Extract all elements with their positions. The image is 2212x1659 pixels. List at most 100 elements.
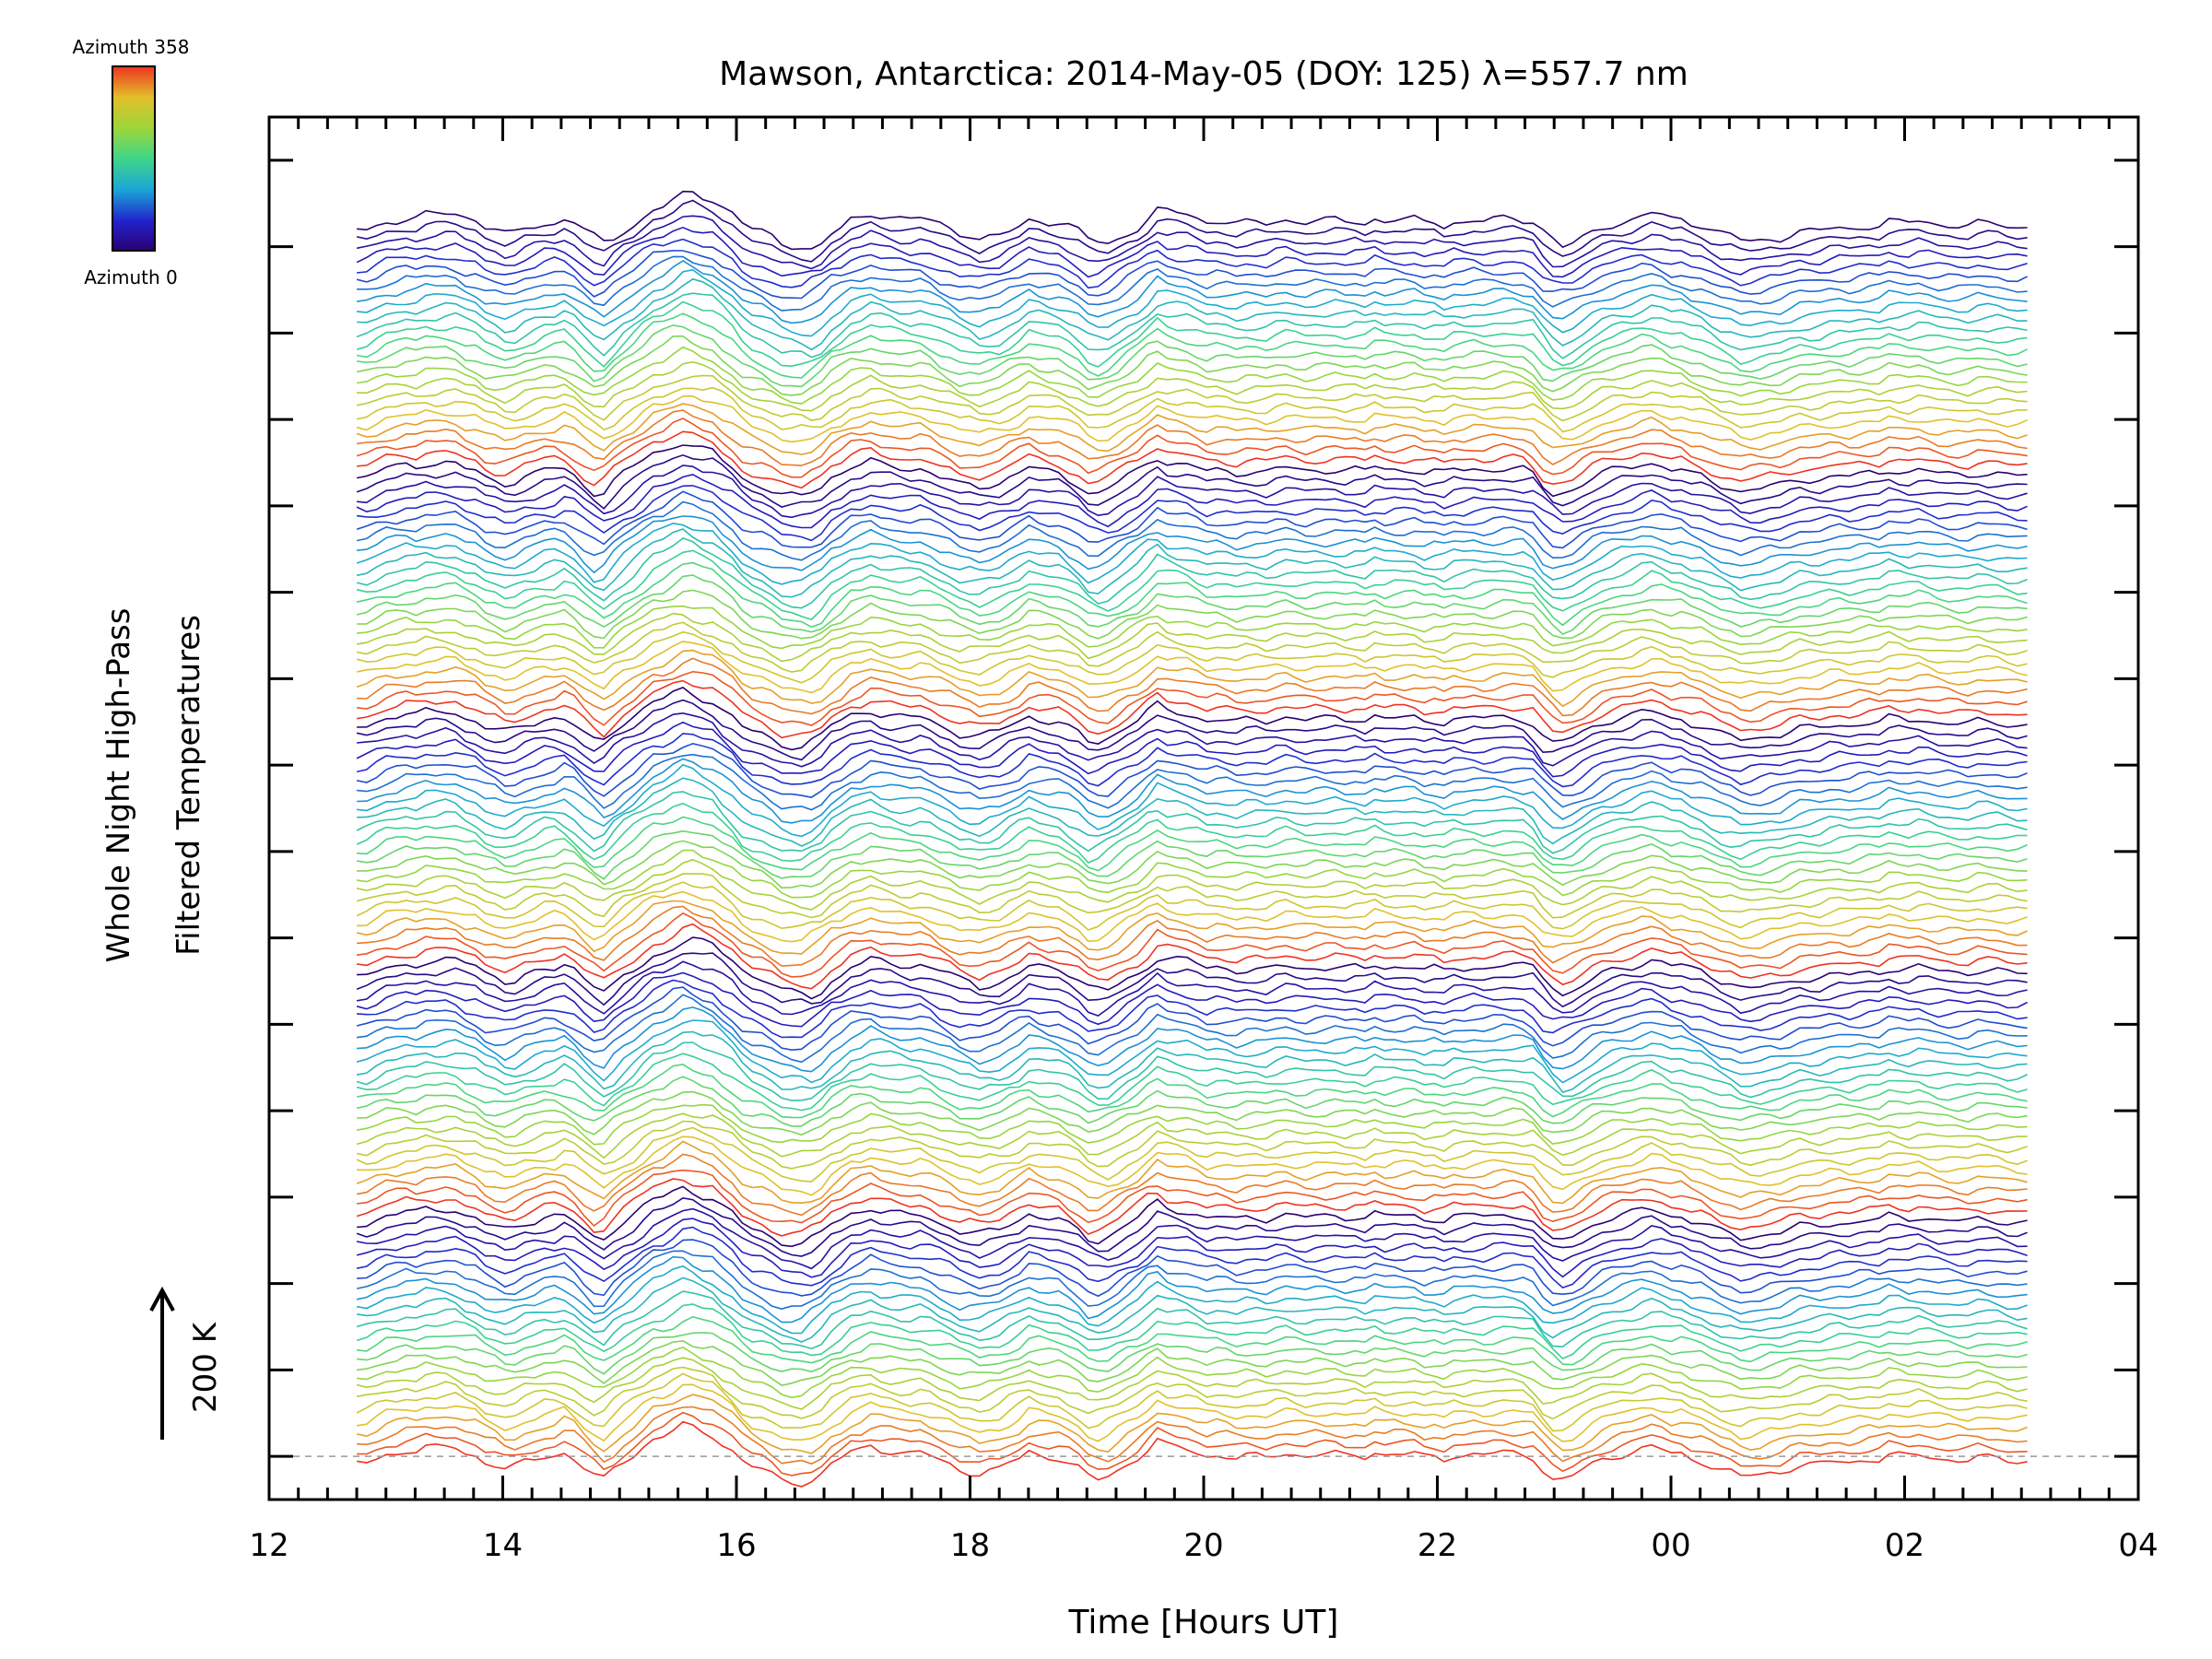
series-line [356, 409, 2028, 466]
series-line [356, 199, 2028, 263]
series-line [357, 238, 2028, 289]
series-line [356, 418, 2028, 478]
series-line [356, 1041, 2028, 1101]
series-line [356, 1290, 2028, 1350]
series-line [356, 453, 2028, 511]
series-line [357, 1406, 2028, 1465]
series-line [356, 403, 2028, 455]
series-line [357, 465, 2028, 519]
x-tick-label: 12 [249, 1527, 288, 1564]
series-line [356, 574, 2028, 636]
series-line [356, 1196, 2028, 1257]
series-line [357, 936, 2028, 1000]
series-line [357, 777, 2028, 847]
series-line [357, 190, 2028, 251]
series-line [356, 849, 2028, 899]
series-line [357, 1185, 2028, 1248]
series-line [356, 1255, 2028, 1324]
series-line [356, 226, 2028, 278]
series-line [357, 890, 2028, 943]
series-line [356, 912, 2028, 978]
y-axis-label: Whole Night High-Pass Filtered Temperatu… [100, 608, 207, 963]
series-line [357, 1135, 2028, 1196]
series-line [356, 335, 2028, 396]
series-line [357, 1169, 2028, 1228]
series-line [357, 712, 2028, 768]
series-line [356, 1372, 2028, 1432]
series-line [356, 1112, 2028, 1159]
series-line [356, 1383, 2028, 1442]
series-line [357, 1346, 2028, 1399]
series-line [356, 300, 2028, 368]
series-line [357, 255, 2028, 312]
series-line [356, 612, 2028, 663]
series-line [356, 952, 2028, 1008]
series-line [356, 500, 2028, 561]
series-line [356, 986, 2028, 1052]
series-line [357, 324, 2028, 388]
series-line [357, 1411, 2028, 1477]
series-line [356, 858, 2028, 911]
axis-ticks [267, 117, 2140, 1500]
scale-bar-label: 200 K [187, 1321, 224, 1413]
series-line [357, 979, 2028, 1039]
series-line [356, 1366, 2028, 1420]
series-line [357, 485, 2028, 542]
x-tick-label: 14 [483, 1527, 523, 1564]
series-line [356, 994, 2028, 1064]
series-line [357, 589, 2028, 640]
series-line [356, 923, 2028, 990]
x-tick-label: 16 [716, 1527, 756, 1564]
series-line [356, 1226, 2028, 1289]
y-axis-label-line2: Filtered Temperatures [171, 615, 207, 956]
series-line [356, 621, 2028, 673]
series-line [357, 430, 2028, 489]
series-line [357, 605, 2028, 650]
series-line [356, 971, 2028, 1028]
series-line [356, 1207, 2028, 1270]
series-line [356, 561, 2028, 629]
x-tick-labels: 12 14 16 18 20 22 00 02 04 [249, 1527, 2158, 1564]
series-line [356, 473, 2028, 529]
series-line [357, 1315, 2028, 1366]
series-line [356, 1076, 2028, 1127]
colorbar-top-label: Azimuth 358 [73, 36, 190, 58]
series-line [356, 522, 2028, 585]
colorbar-gradient [112, 65, 156, 252]
series-line [356, 721, 2028, 778]
series-line [356, 960, 2028, 1017]
x-tick-label: 18 [950, 1527, 990, 1564]
series-line [356, 250, 2028, 300]
series-line [356, 742, 2028, 798]
series-line [356, 490, 2028, 549]
series-line [357, 816, 2028, 872]
series-line [356, 346, 2028, 405]
series-line [356, 549, 2028, 621]
series-line [356, 374, 2028, 422]
series-line [357, 360, 2028, 412]
series-line [356, 260, 2028, 324]
x-axis-label: Time [Hours UT] [1068, 1604, 1339, 1641]
series-line [356, 830, 2028, 880]
scale-bar: 200 K [149, 1286, 224, 1440]
series-line [356, 1303, 2028, 1360]
series-line [357, 763, 2028, 838]
series-line [357, 753, 2028, 811]
series-line [356, 699, 2028, 761]
series-line [356, 1265, 2028, 1335]
series-line [357, 515, 2028, 574]
traces [356, 190, 2028, 1488]
colorbar: Azimuth 358 Azimuth 0 [73, 36, 190, 288]
series-line [356, 215, 2028, 270]
plot-frame [267, 115, 2140, 1501]
series-line [357, 268, 2028, 337]
series-line [356, 528, 2028, 598]
series-line [357, 1339, 2028, 1386]
series-line [357, 686, 2028, 751]
series-line [356, 1019, 2028, 1084]
series-line [356, 1394, 2028, 1454]
x-tick-label: 00 [1651, 1527, 1690, 1564]
series-line [356, 1120, 2028, 1170]
series-line [356, 394, 2028, 443]
